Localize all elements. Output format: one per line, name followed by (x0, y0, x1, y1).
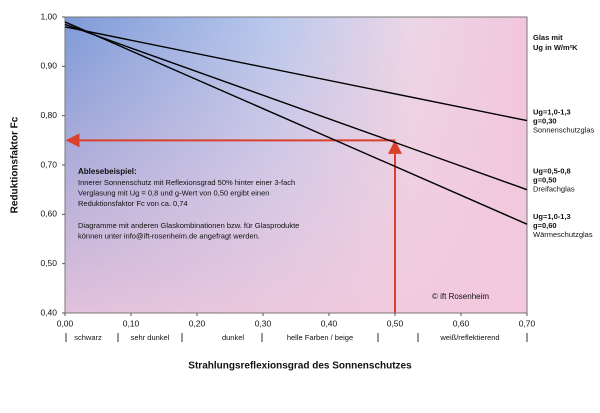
series-line (64, 26, 528, 122)
y-tick-label: 0,40 (40, 307, 57, 317)
legend-g: g=0,50 (533, 176, 557, 185)
x-tick-label: 0,50 (387, 318, 404, 328)
x-axis-title: Strahlungsreflexionsgrad des Sonnenschut… (188, 361, 412, 372)
class-label: weiß/reflektierend (439, 333, 499, 342)
class-label: sehr dunkel (131, 333, 170, 342)
series-line (64, 21, 528, 225)
y-tick-label: 1,00 (40, 11, 57, 21)
x-tick-label: 0,10 (123, 318, 140, 328)
x-tick-label: 0,00 (57, 318, 74, 328)
legend-title: Ug in W/m²K (533, 43, 578, 52)
example-title: Ablesebeispiel: (78, 167, 137, 176)
contact-line: Diagramme mit anderen Glaskombinationen … (78, 221, 299, 230)
legend-title: Glas mit (533, 33, 563, 42)
y-axis-title: Reduktionsfaktor Fc (10, 116, 21, 213)
legend-glass: Sonnenschutzglas (533, 126, 595, 135)
x-tick-label: 0,40 (321, 318, 338, 328)
x-tick-label: 0,70 (519, 318, 536, 328)
series-line (64, 23, 528, 191)
example-line: Innerer Sonnenschutz mit Reflexionsgrad … (78, 178, 295, 187)
example-line: Verglasung mit Ug = 0,8 und g-Wert von 0… (78, 188, 269, 197)
legend-glass: Wärmeschutzglas (533, 230, 593, 239)
x-tick-label: 0,20 (189, 318, 206, 328)
legend-ug: Ug=1,0-1,3 (533, 108, 571, 117)
contact-line: können unter info@ift-rosenheim.de angef… (78, 231, 260, 240)
y-tick-label: 0,70 (40, 159, 57, 169)
y-tick-label: 0,50 (40, 258, 57, 268)
example-line: Reduktionsfaktor Fc von ca. 0,74 (78, 199, 188, 208)
y-tick-label: 0,60 (40, 209, 57, 219)
legend-ug: Ug=1,0-1,3 (533, 212, 571, 221)
legend-g: g=0,30 (533, 117, 557, 126)
class-label: helle Farben / beige (287, 333, 353, 342)
legend-ug: Ug=0,5-0,8 (533, 167, 571, 176)
legend-glass: Dreifachglas (533, 185, 575, 194)
copyright: © ift Rosenheim (432, 292, 489, 301)
y-tick-label: 0,90 (40, 61, 57, 71)
plot-background-fade (65, 17, 527, 313)
class-label: schwarz (74, 333, 102, 342)
legend-g: g=0,60 (533, 221, 557, 230)
class-label: dunkel (222, 333, 244, 342)
y-tick-label: 0,80 (40, 110, 57, 120)
x-tick-label: 0,60 (453, 318, 470, 328)
x-tick-label: 0,30 (255, 318, 272, 328)
